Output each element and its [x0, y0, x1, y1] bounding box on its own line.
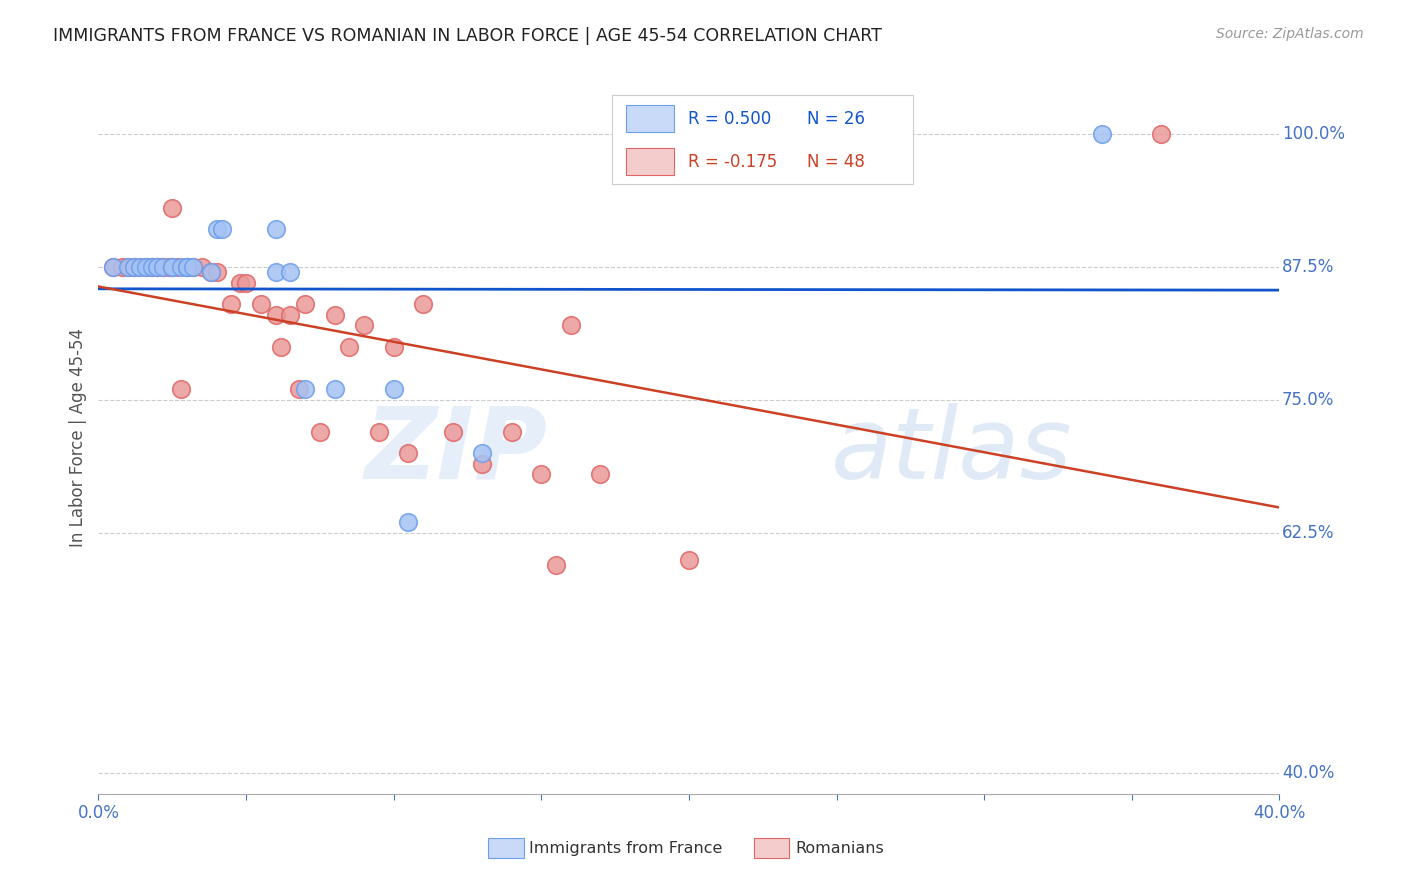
- FancyBboxPatch shape: [612, 95, 914, 184]
- Point: [382, 340, 405, 354]
- Point: [471, 446, 494, 460]
- Point: [103, 260, 125, 274]
- Point: [221, 297, 243, 311]
- Point: [323, 382, 346, 396]
- Point: [530, 467, 553, 482]
- FancyBboxPatch shape: [754, 838, 789, 858]
- Point: [288, 382, 311, 396]
- Point: [1091, 127, 1114, 141]
- Point: [170, 260, 193, 274]
- Point: [167, 260, 190, 274]
- Point: [205, 265, 228, 279]
- Point: [546, 558, 568, 572]
- Point: [280, 308, 302, 322]
- Point: [309, 425, 332, 439]
- Point: [162, 260, 183, 274]
- Point: [152, 260, 174, 274]
- Point: [181, 260, 204, 274]
- Point: [264, 308, 287, 322]
- Point: [264, 222, 287, 236]
- Text: ZIP: ZIP: [364, 403, 547, 500]
- Point: [117, 260, 139, 274]
- Point: [141, 260, 163, 274]
- FancyBboxPatch shape: [488, 838, 523, 858]
- Point: [471, 457, 494, 471]
- Point: [152, 260, 174, 274]
- Point: [135, 260, 157, 274]
- Point: [501, 425, 523, 439]
- Y-axis label: In Labor Force | Age 45-54: In Labor Force | Age 45-54: [69, 327, 87, 547]
- Point: [170, 382, 193, 396]
- Text: N = 26: N = 26: [807, 110, 865, 128]
- Point: [1150, 127, 1173, 141]
- Point: [398, 446, 420, 460]
- Point: [122, 260, 145, 274]
- Point: [294, 297, 316, 311]
- Point: [122, 260, 145, 274]
- Text: 62.5%: 62.5%: [1282, 524, 1334, 542]
- Point: [205, 222, 228, 236]
- Point: [441, 425, 464, 439]
- Point: [589, 467, 612, 482]
- Point: [211, 222, 233, 236]
- Text: atlas: atlas: [831, 403, 1073, 500]
- Point: [678, 552, 700, 566]
- Point: [111, 260, 134, 274]
- Point: [128, 260, 150, 274]
- Text: R = -0.175: R = -0.175: [688, 153, 778, 170]
- Point: [176, 260, 198, 274]
- Point: [294, 382, 316, 396]
- FancyBboxPatch shape: [626, 105, 673, 132]
- Text: IMMIGRANTS FROM FRANCE VS ROMANIAN IN LABOR FORCE | AGE 45-54 CORRELATION CHART: IMMIGRANTS FROM FRANCE VS ROMANIAN IN LA…: [53, 27, 883, 45]
- Point: [176, 260, 198, 274]
- Point: [146, 260, 169, 274]
- Point: [146, 260, 169, 274]
- Point: [176, 260, 198, 274]
- Point: [200, 265, 222, 279]
- Point: [339, 340, 361, 354]
- Point: [162, 260, 183, 274]
- Text: N = 48: N = 48: [807, 153, 865, 170]
- Point: [141, 260, 163, 274]
- Point: [280, 265, 302, 279]
- Point: [162, 201, 183, 215]
- Point: [162, 260, 183, 274]
- FancyBboxPatch shape: [626, 148, 673, 175]
- Text: R = 0.500: R = 0.500: [688, 110, 770, 128]
- Point: [368, 425, 391, 439]
- Point: [412, 297, 434, 311]
- Point: [128, 260, 150, 274]
- Point: [270, 340, 292, 354]
- Point: [157, 260, 180, 274]
- Point: [117, 260, 139, 274]
- Text: Immigrants from France: Immigrants from France: [530, 840, 723, 855]
- Text: 100.0%: 100.0%: [1282, 125, 1344, 143]
- Text: 87.5%: 87.5%: [1282, 258, 1334, 276]
- Point: [229, 276, 252, 290]
- Point: [398, 516, 420, 530]
- Point: [152, 260, 174, 274]
- Point: [103, 260, 125, 274]
- Point: [181, 260, 204, 274]
- Point: [146, 260, 169, 274]
- Text: 75.0%: 75.0%: [1282, 391, 1334, 409]
- Point: [323, 308, 346, 322]
- Point: [200, 265, 222, 279]
- Point: [141, 260, 163, 274]
- Point: [191, 260, 214, 274]
- Text: 40.0%: 40.0%: [1282, 764, 1334, 781]
- Text: Romanians: Romanians: [796, 840, 884, 855]
- Point: [235, 276, 257, 290]
- Point: [353, 318, 375, 333]
- Text: Source: ZipAtlas.com: Source: ZipAtlas.com: [1216, 27, 1364, 41]
- Point: [264, 265, 287, 279]
- Point: [250, 297, 273, 311]
- Point: [560, 318, 582, 333]
- Point: [382, 382, 405, 396]
- Point: [135, 260, 157, 274]
